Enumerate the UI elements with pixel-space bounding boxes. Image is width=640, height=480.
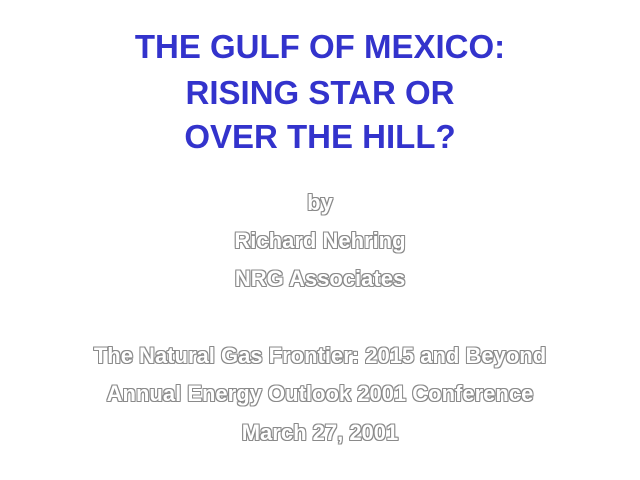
author-organization: NRG Associates	[234, 266, 406, 291]
author-name: Richard Nehring	[234, 228, 406, 253]
session-title: The Natural Gas Frontier: 2015 and Beyon…	[93, 343, 547, 368]
title-line-1: THE GULF OF MEXICO:	[134, 28, 506, 65]
conference-name: Annual Energy Outlook 2001 Conference	[106, 381, 534, 406]
title-line-2: RISING STAR OR	[185, 74, 455, 111]
title-line-3: OVER THE HILL?	[184, 118, 456, 155]
by-label: by	[307, 190, 333, 215]
conference-date: March 27, 2001	[241, 420, 399, 445]
